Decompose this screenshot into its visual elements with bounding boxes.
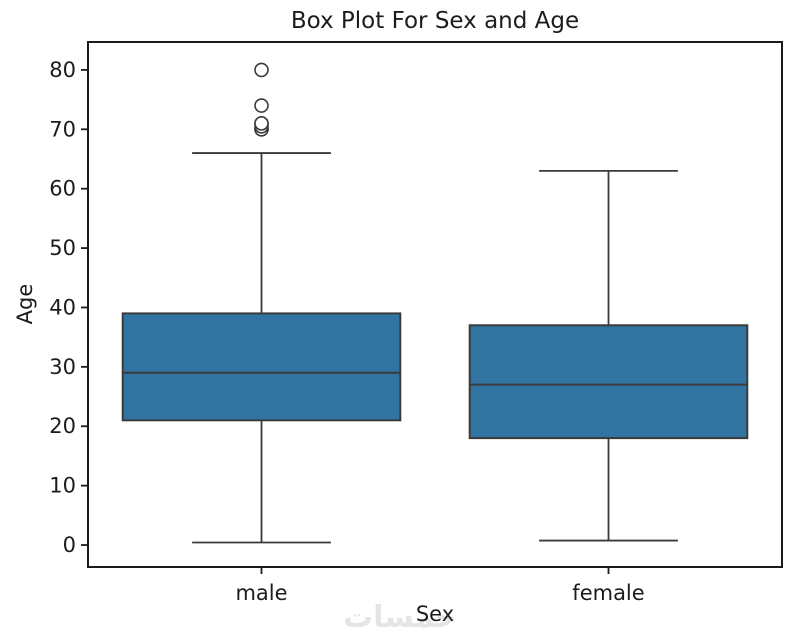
box-female — [468, 324, 749, 440]
y-tick-label: 0 — [63, 533, 76, 557]
chart-title: Box Plot For Sex and Age — [290, 8, 580, 34]
y-tick-label: 30 — [49, 355, 76, 379]
outlier-male — [254, 98, 269, 113]
y-tick-label: 50 — [49, 236, 76, 260]
x-axis-label: Sex — [415, 602, 455, 626]
x-tick-label-male: male — [235, 581, 287, 605]
y-tick-label: 10 — [49, 474, 76, 498]
axes-frame — [87, 41, 783, 568]
y-tick-label: 60 — [49, 177, 76, 201]
y-tick-label: 20 — [49, 414, 76, 438]
outlier-male — [254, 62, 269, 78]
y-axis-label: Age — [13, 283, 37, 325]
outlier-male — [254, 116, 269, 131]
watermark-text: خمسات — [343, 600, 457, 635]
y-tick-label: 40 — [49, 295, 76, 319]
x-tick-label-female: female — [572, 581, 644, 605]
y-tick-label: 70 — [49, 117, 76, 141]
y-tick-label: 80 — [49, 58, 76, 82]
box-male — [121, 312, 402, 422]
